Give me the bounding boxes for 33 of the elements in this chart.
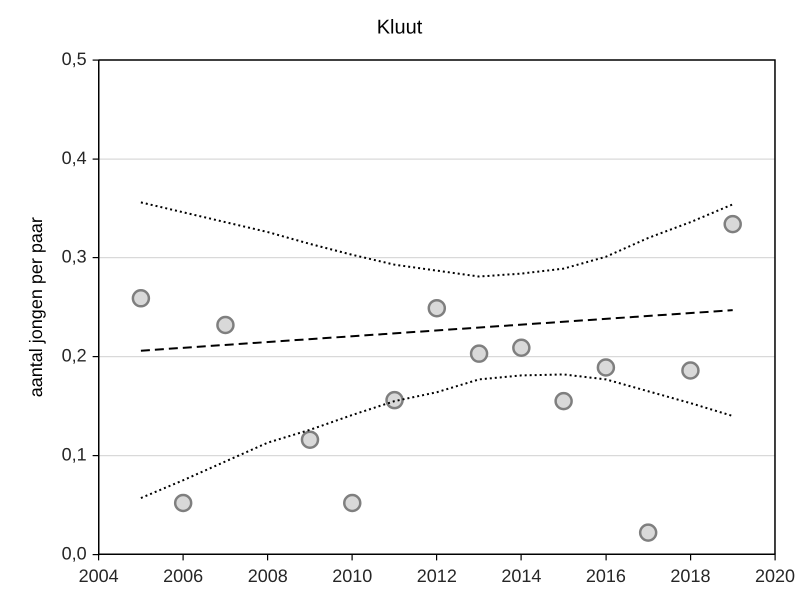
point xyxy=(132,289,150,308)
point xyxy=(723,214,742,234)
y-tick-label: 0,3 xyxy=(62,246,87,267)
y-tick-label: 0,2 xyxy=(62,346,87,366)
point xyxy=(385,390,404,410)
point xyxy=(512,338,531,357)
point xyxy=(428,298,446,318)
point xyxy=(216,316,235,334)
line-series xyxy=(140,373,734,500)
y-tick-label: 0,1 xyxy=(62,444,87,464)
y-tick-label: 0,0 xyxy=(62,543,87,564)
y-tick-label: 0,5 xyxy=(62,48,87,69)
point xyxy=(470,344,488,363)
chart-title: Kluut xyxy=(376,16,423,39)
point xyxy=(343,494,362,512)
point xyxy=(300,430,320,449)
x-tick-label: 2012 xyxy=(416,566,457,586)
y-tick-label: 0,4 xyxy=(62,148,87,168)
point xyxy=(596,358,616,377)
point xyxy=(638,523,658,542)
point xyxy=(554,392,573,410)
x-tick-label: 2006 xyxy=(163,566,204,586)
x-tick-label: 2014 xyxy=(501,566,542,586)
x-tick-label: 2018 xyxy=(670,566,710,586)
point xyxy=(681,361,700,380)
x-tick-label: 2020 xyxy=(754,566,795,586)
x-tick-label: 2010 xyxy=(332,566,372,586)
x-tick-label: 2016 xyxy=(586,566,626,586)
line-series xyxy=(140,201,734,278)
x-tick-label: 2008 xyxy=(248,566,288,586)
x-tick-label: 2004 xyxy=(78,566,119,586)
y-axis-title: aantal jongen per paar xyxy=(26,217,46,398)
point xyxy=(174,494,192,512)
